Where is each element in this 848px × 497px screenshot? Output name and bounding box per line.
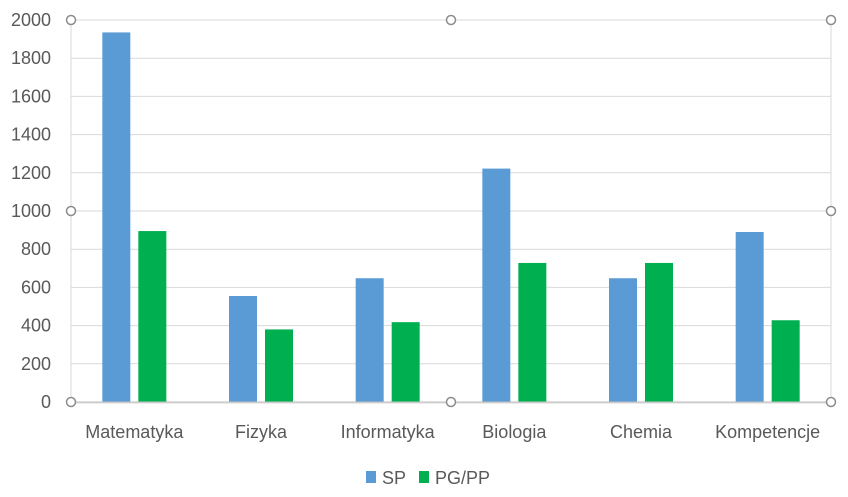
y-tick-label: 400: [21, 316, 51, 336]
x-category-label: Kompetencje: [715, 422, 820, 442]
bar-chart[interactable]: 0 200 400 600 800 1000 1200 1400 1600 1800 2000 Ma…: [0, 0, 848, 497]
y-tick-label: 600: [21, 277, 51, 297]
bar-sp-kompetencje[interactable]: [736, 232, 764, 402]
legend-label: PG/PP: [435, 468, 490, 488]
y-tick-label: 800: [21, 239, 51, 259]
resize-handle[interactable]: [67, 16, 76, 25]
bar-sp-biologia[interactable]: [482, 169, 510, 402]
y-tick-label: 2000: [11, 10, 51, 30]
legend-swatch: [366, 471, 376, 483]
x-category-label: Fizyka: [235, 422, 288, 442]
resize-handle[interactable]: [447, 16, 456, 25]
y-tick-label: 200: [21, 354, 51, 374]
bar-pg-pp-chemia[interactable]: [645, 263, 673, 402]
legend-swatch: [419, 471, 429, 483]
y-tick-label: 0: [41, 392, 51, 412]
y-tick-label: 1400: [11, 125, 51, 145]
bar-sp-fizyka[interactable]: [229, 296, 257, 402]
x-category-label: Informatyka: [341, 422, 436, 442]
bar-sp-informatyka[interactable]: [356, 278, 384, 402]
resize-handle[interactable]: [447, 398, 456, 407]
resize-handle[interactable]: [67, 398, 76, 407]
resize-handle[interactable]: [827, 398, 836, 407]
y-tick-label: 1200: [11, 163, 51, 183]
legend[interactable]: SP PG/PP: [366, 468, 490, 488]
gridlines: [71, 20, 831, 364]
x-category-label: Matematyka: [85, 422, 184, 442]
legend-label: SP: [382, 468, 406, 488]
x-category-label: Biologia: [482, 422, 547, 442]
y-tick-label: 1600: [11, 86, 51, 106]
bar-sp-chemia[interactable]: [609, 278, 637, 402]
x-axis-category-labels: Matematyka Fizyka Informatyka Biologia Chemi…: [85, 422, 820, 442]
bar-pg-pp-kompetencje[interactable]: [772, 320, 800, 402]
resize-handle[interactable]: [67, 207, 76, 216]
resize-handle[interactable]: [827, 16, 836, 25]
y-axis-tick-labels: 0 200 400 600 800 1000 1200 1400 1600 1800 2000: [11, 10, 51, 412]
bar-pg-pp-biologia[interactable]: [518, 263, 546, 402]
bars: [102, 32, 799, 402]
bar-pg-pp-informatyka[interactable]: [392, 322, 420, 402]
resize-handle[interactable]: [827, 207, 836, 216]
y-tick-label: 1000: [11, 201, 51, 221]
bar-pg-pp-matematyka[interactable]: [138, 231, 166, 402]
bar-pg-pp-fizyka[interactable]: [265, 329, 293, 402]
bar-sp-matematyka[interactable]: [102, 32, 130, 402]
x-category-label: Chemia: [610, 422, 673, 442]
y-tick-label: 1800: [11, 48, 51, 68]
